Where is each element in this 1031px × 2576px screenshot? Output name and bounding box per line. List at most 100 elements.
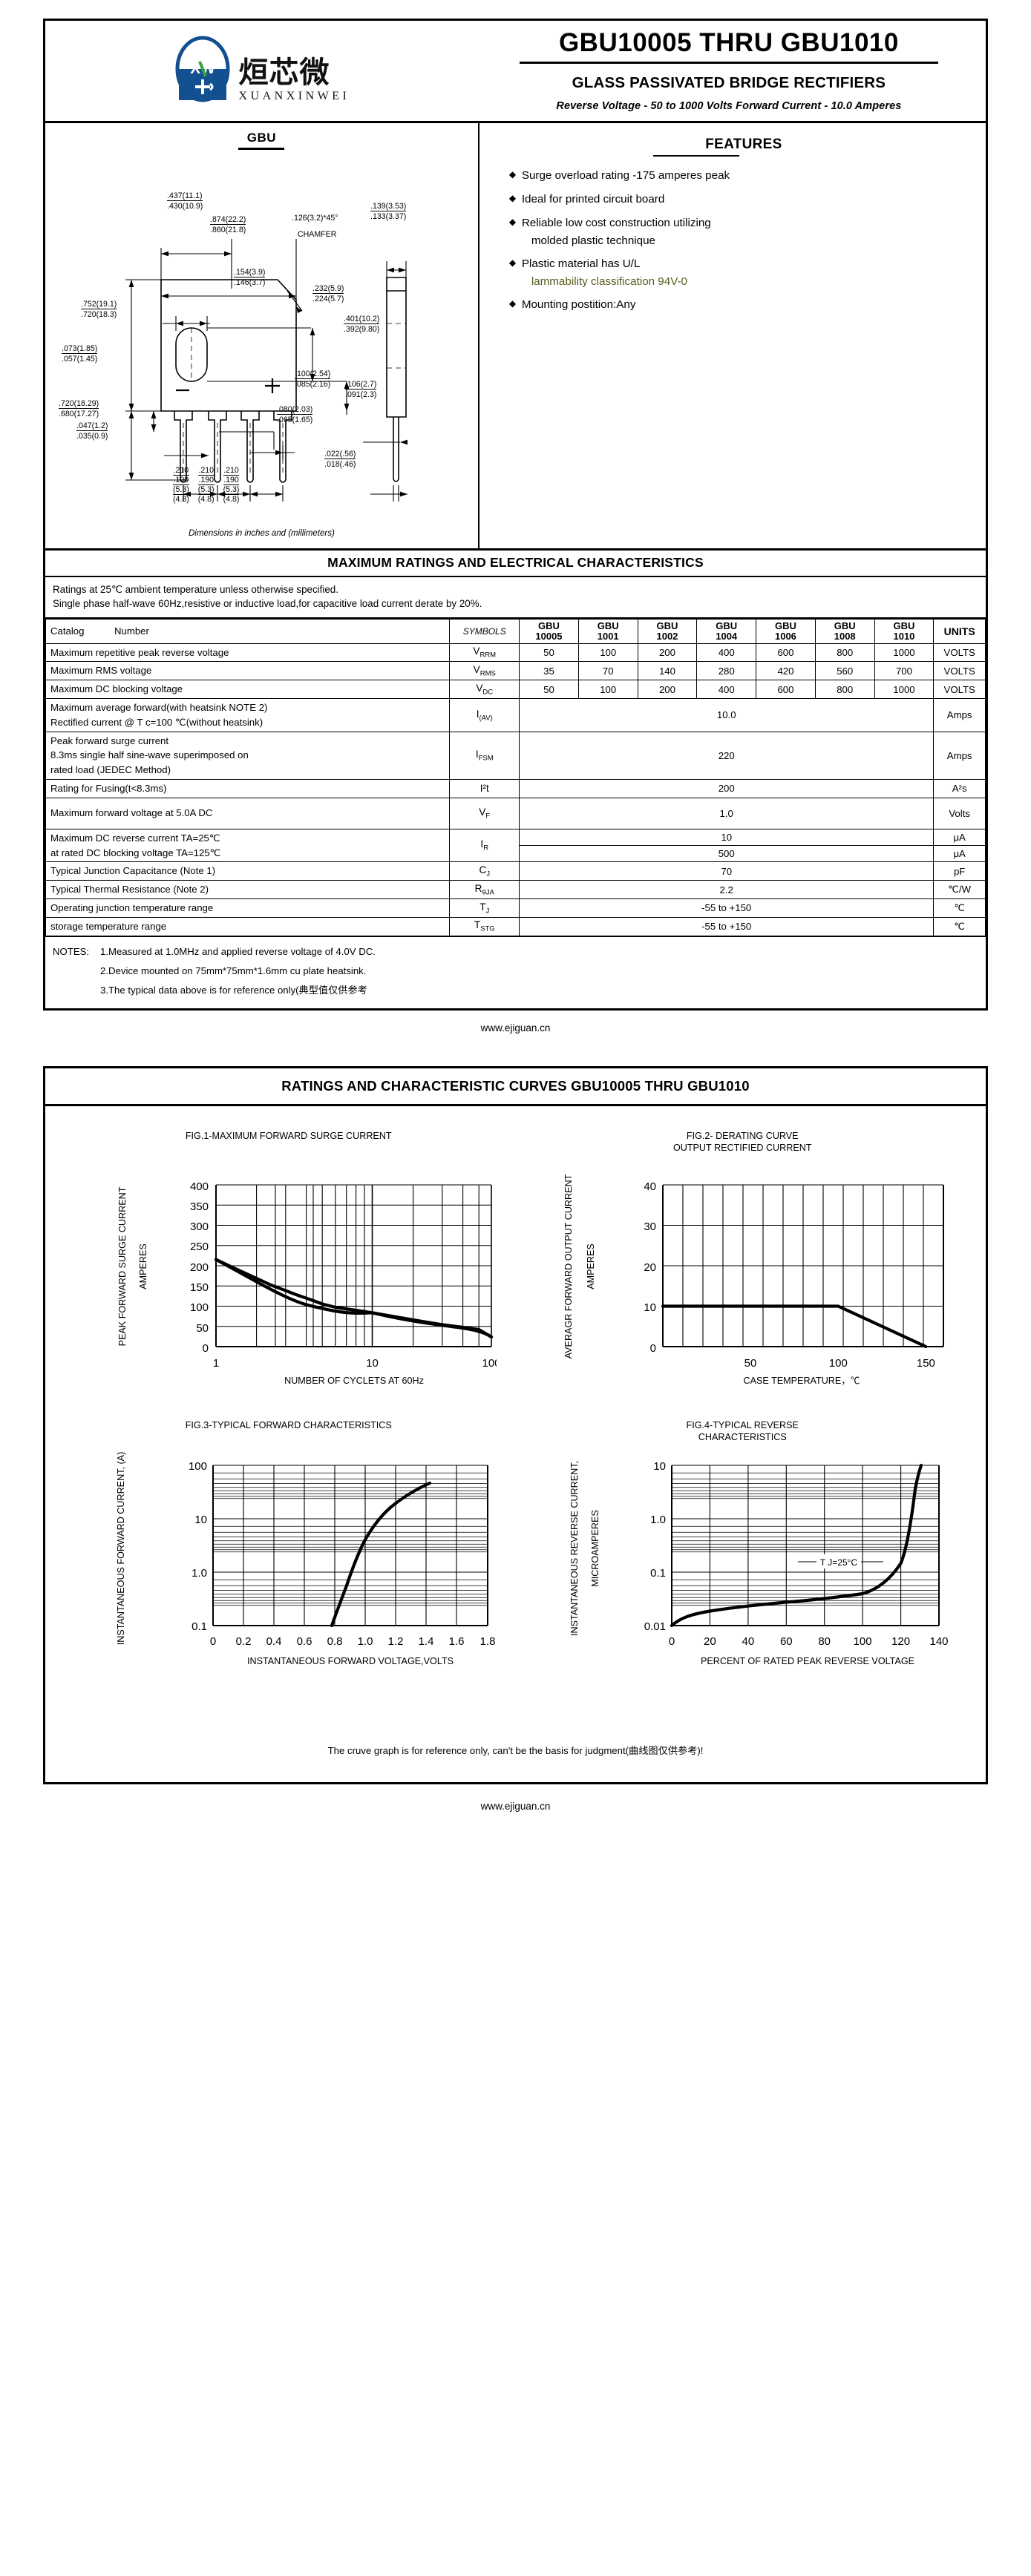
sym-main: R [474, 882, 482, 894]
cell-value: 200 [637, 680, 698, 700]
row-symbol: TSTG [449, 916, 520, 937]
table-row: Typical Junction Capacitance (Note 1) CJ… [45, 861, 986, 881]
part-col-4: GBU 1006 [756, 618, 816, 644]
page1-sheet: XW 烜芯微 XUANXINWEI GBU10005 THRU GBU1010 [43, 19, 988, 1011]
svg-text:150: 150 [917, 1357, 935, 1370]
fig4-xlabel: PERCENT OF RATED PEAK REVERSE VOLTAGE [701, 1656, 914, 1666]
dim-d15-top: .022(.56) [324, 449, 356, 459]
dim-d5-top: .154(3.9) [234, 267, 266, 277]
datasheet-page: XW 烜芯微 XUANXINWEI GBU10005 THRU GBU1010 [0, 19, 1031, 1830]
table-row: storage temperature range TSTG -55 to +1… [45, 916, 986, 937]
catalog-label-b: Number [114, 625, 149, 637]
cell-value: 800 [814, 643, 875, 663]
cell-value-span: 200 [519, 779, 935, 798]
svg-text:50: 50 [744, 1357, 757, 1370]
cell-value: 35 [519, 661, 579, 681]
row-symbol: IR [449, 828, 520, 863]
svg-text:200: 200 [190, 1261, 209, 1274]
cell-value-span-2: 500 [519, 845, 935, 863]
svg-text:0.2: 0.2 [235, 1635, 251, 1648]
features-block: FEATURES ◆ Surge overload rating -175 am… [480, 123, 986, 548]
fig4-title: FIG.4-TYPICAL REVERSE [686, 1419, 799, 1430]
sym-sub: J [485, 907, 490, 916]
svg-text:350: 350 [190, 1200, 209, 1213]
svg-text:1.0: 1.0 [357, 1635, 373, 1648]
part-col-6: GBU 1010 [874, 618, 935, 644]
pin-pitch-2-a: .210 [197, 465, 215, 476]
table-row: Maximum DC blocking voltage VDC 50 100 2… [45, 680, 986, 700]
row-label-line1: Peak forward surge current [50, 735, 169, 746]
part-col-2-l1: GBU [656, 620, 678, 631]
row-unit: pF [933, 861, 986, 881]
part-col-6-l1: GBU [893, 620, 915, 631]
svg-text:1.0: 1.0 [192, 1567, 207, 1580]
row-label: Rating for Fusing(t<8.3ms) [45, 779, 451, 798]
svg-text:1: 1 [213, 1357, 219, 1370]
svg-text:50: 50 [196, 1322, 209, 1335]
fig3-title: FIG.3-TYPICAL FORWARD CHARACTERISTICS [185, 1419, 392, 1430]
sym-sub: (AV) [479, 714, 493, 723]
svg-text:10: 10 [644, 1301, 657, 1314]
fig1-plot: 400 350 300 250 200 150 100 50 0 1 10 100 NUMB… [117, 1180, 497, 1386]
product-subtitle: GLASS PASSIVATED BRIDGE RECTIFIERS [572, 73, 886, 91]
row-label-line2: at rated DC blocking voltage TA=125℃ [50, 847, 221, 858]
svg-text:120: 120 [891, 1635, 910, 1648]
page1-footer-site[interactable]: www.ejiguan.cn [480, 1022, 551, 1034]
row-label-line2: Rectified current @ T c=100 ℃(without he… [50, 716, 264, 728]
dim-d7-bot: .224(5.7) [312, 294, 344, 303]
cell-value: 420 [756, 661, 816, 681]
table-row: Peak forward surge current 8.3ms single … [45, 731, 986, 781]
mechanical-drawing: GBU [45, 122, 480, 548]
conditions-line-2: Single phase half-wave 60Hz,resistive or… [53, 598, 482, 610]
page2-footer-site[interactable]: www.ejiguan.cn [480, 1800, 551, 1812]
row-symbol: IFSM [449, 731, 520, 781]
dim-d1-bot: .430(10.9) [167, 201, 203, 211]
row-symbol: VRMS [449, 661, 520, 681]
feature-item: ◆ Mounting postition:Any [509, 298, 978, 312]
fig4-plot: 10 1.0 0.1 0.01 0 20 40 60 80 100 120 140 T J=… [569, 1460, 949, 1666]
page-header: XW 烜芯微 XUANXINWEI GBU10005 THRU GBU1010 [45, 21, 986, 123]
row-unit-2: μA [933, 845, 986, 863]
dim-d8-top: .401(10.2) [344, 314, 380, 324]
cell-value: 400 [696, 643, 757, 663]
part-col-1-l2: 1001 [597, 630, 619, 642]
page2-sheet: RATINGS AND CHARACTERISTIC CURVES GBU100… [43, 1065, 988, 1784]
row-unit: VOLTS [933, 643, 986, 663]
row-label-line3: rated load (JEDEC Method) [50, 764, 171, 776]
sym-sub: J [486, 870, 491, 878]
fig2-title-block: FIG.2- DERATING CURVE OUTPUT RECTIFIED C… [519, 1130, 967, 1155]
svg-text:1.0: 1.0 [650, 1514, 666, 1526]
dim-d6-top: .752(19.1) [81, 299, 117, 309]
drawing-features-row: GBU [45, 122, 986, 551]
part-col-2-l2: 1002 [656, 630, 678, 642]
row-symbol: RθJA [449, 880, 520, 900]
fig4-ylabel: INSTANTANEOUS REVERSE CURRENT, [569, 1461, 580, 1636]
feature-text-continued: lammability classification 94V-0 [531, 275, 687, 289]
dim-d4-bot: CHAMFER [298, 229, 337, 239]
part-col-1-l1: GBU [597, 620, 619, 631]
dim-d10-top: .100(2.54) [295, 369, 331, 379]
row-label: Maximum forward voltage at 5.0A DC [45, 797, 451, 829]
svg-text:80: 80 [819, 1635, 831, 1648]
svg-text:0: 0 [669, 1635, 675, 1648]
fig3-plot: 100 10 1.0 0.1 0 0.2 0.4 0.6 0.8 1.0 1.2 1.4 1… [116, 1452, 495, 1666]
table-row: 500 μA [46, 845, 986, 863]
row-label: Operating junction temperature range [45, 898, 451, 918]
fig1-xlabel: NUMBER OF CYCLETS AT 60Hz [284, 1376, 424, 1386]
sym-sub: θJA [482, 888, 494, 897]
ratings-table: Catalog Number SYMBOLS GBU 10005 GBU 1001 G… [45, 618, 986, 937]
package-name: GBU [246, 130, 277, 145]
cell-value: 140 [637, 661, 698, 681]
dim-d2-top: .874(22.2) [210, 214, 246, 225]
part-col-6-l2: 1010 [893, 630, 915, 642]
svg-text:1.6: 1.6 [448, 1635, 464, 1648]
svg-text:140: 140 [930, 1635, 949, 1648]
dim-d9-top: .073(1.85) [62, 344, 98, 354]
dim-d12-top: .720(18.29) [59, 398, 99, 409]
row-label: Typical Thermal Resistance (Note 2) [45, 880, 451, 900]
chart-fig2: FIG.2- DERATING CURVE OUTPUT RECTIFIED C… [516, 1123, 970, 1412]
cell-value: 600 [756, 680, 816, 700]
part-col-5-l1: GBU [834, 620, 856, 631]
pin-pitch-group: .210 .190 (5.3) (4.8) .210 .190 (5.3) (4… [173, 465, 240, 504]
row-unit: Volts [933, 797, 986, 829]
